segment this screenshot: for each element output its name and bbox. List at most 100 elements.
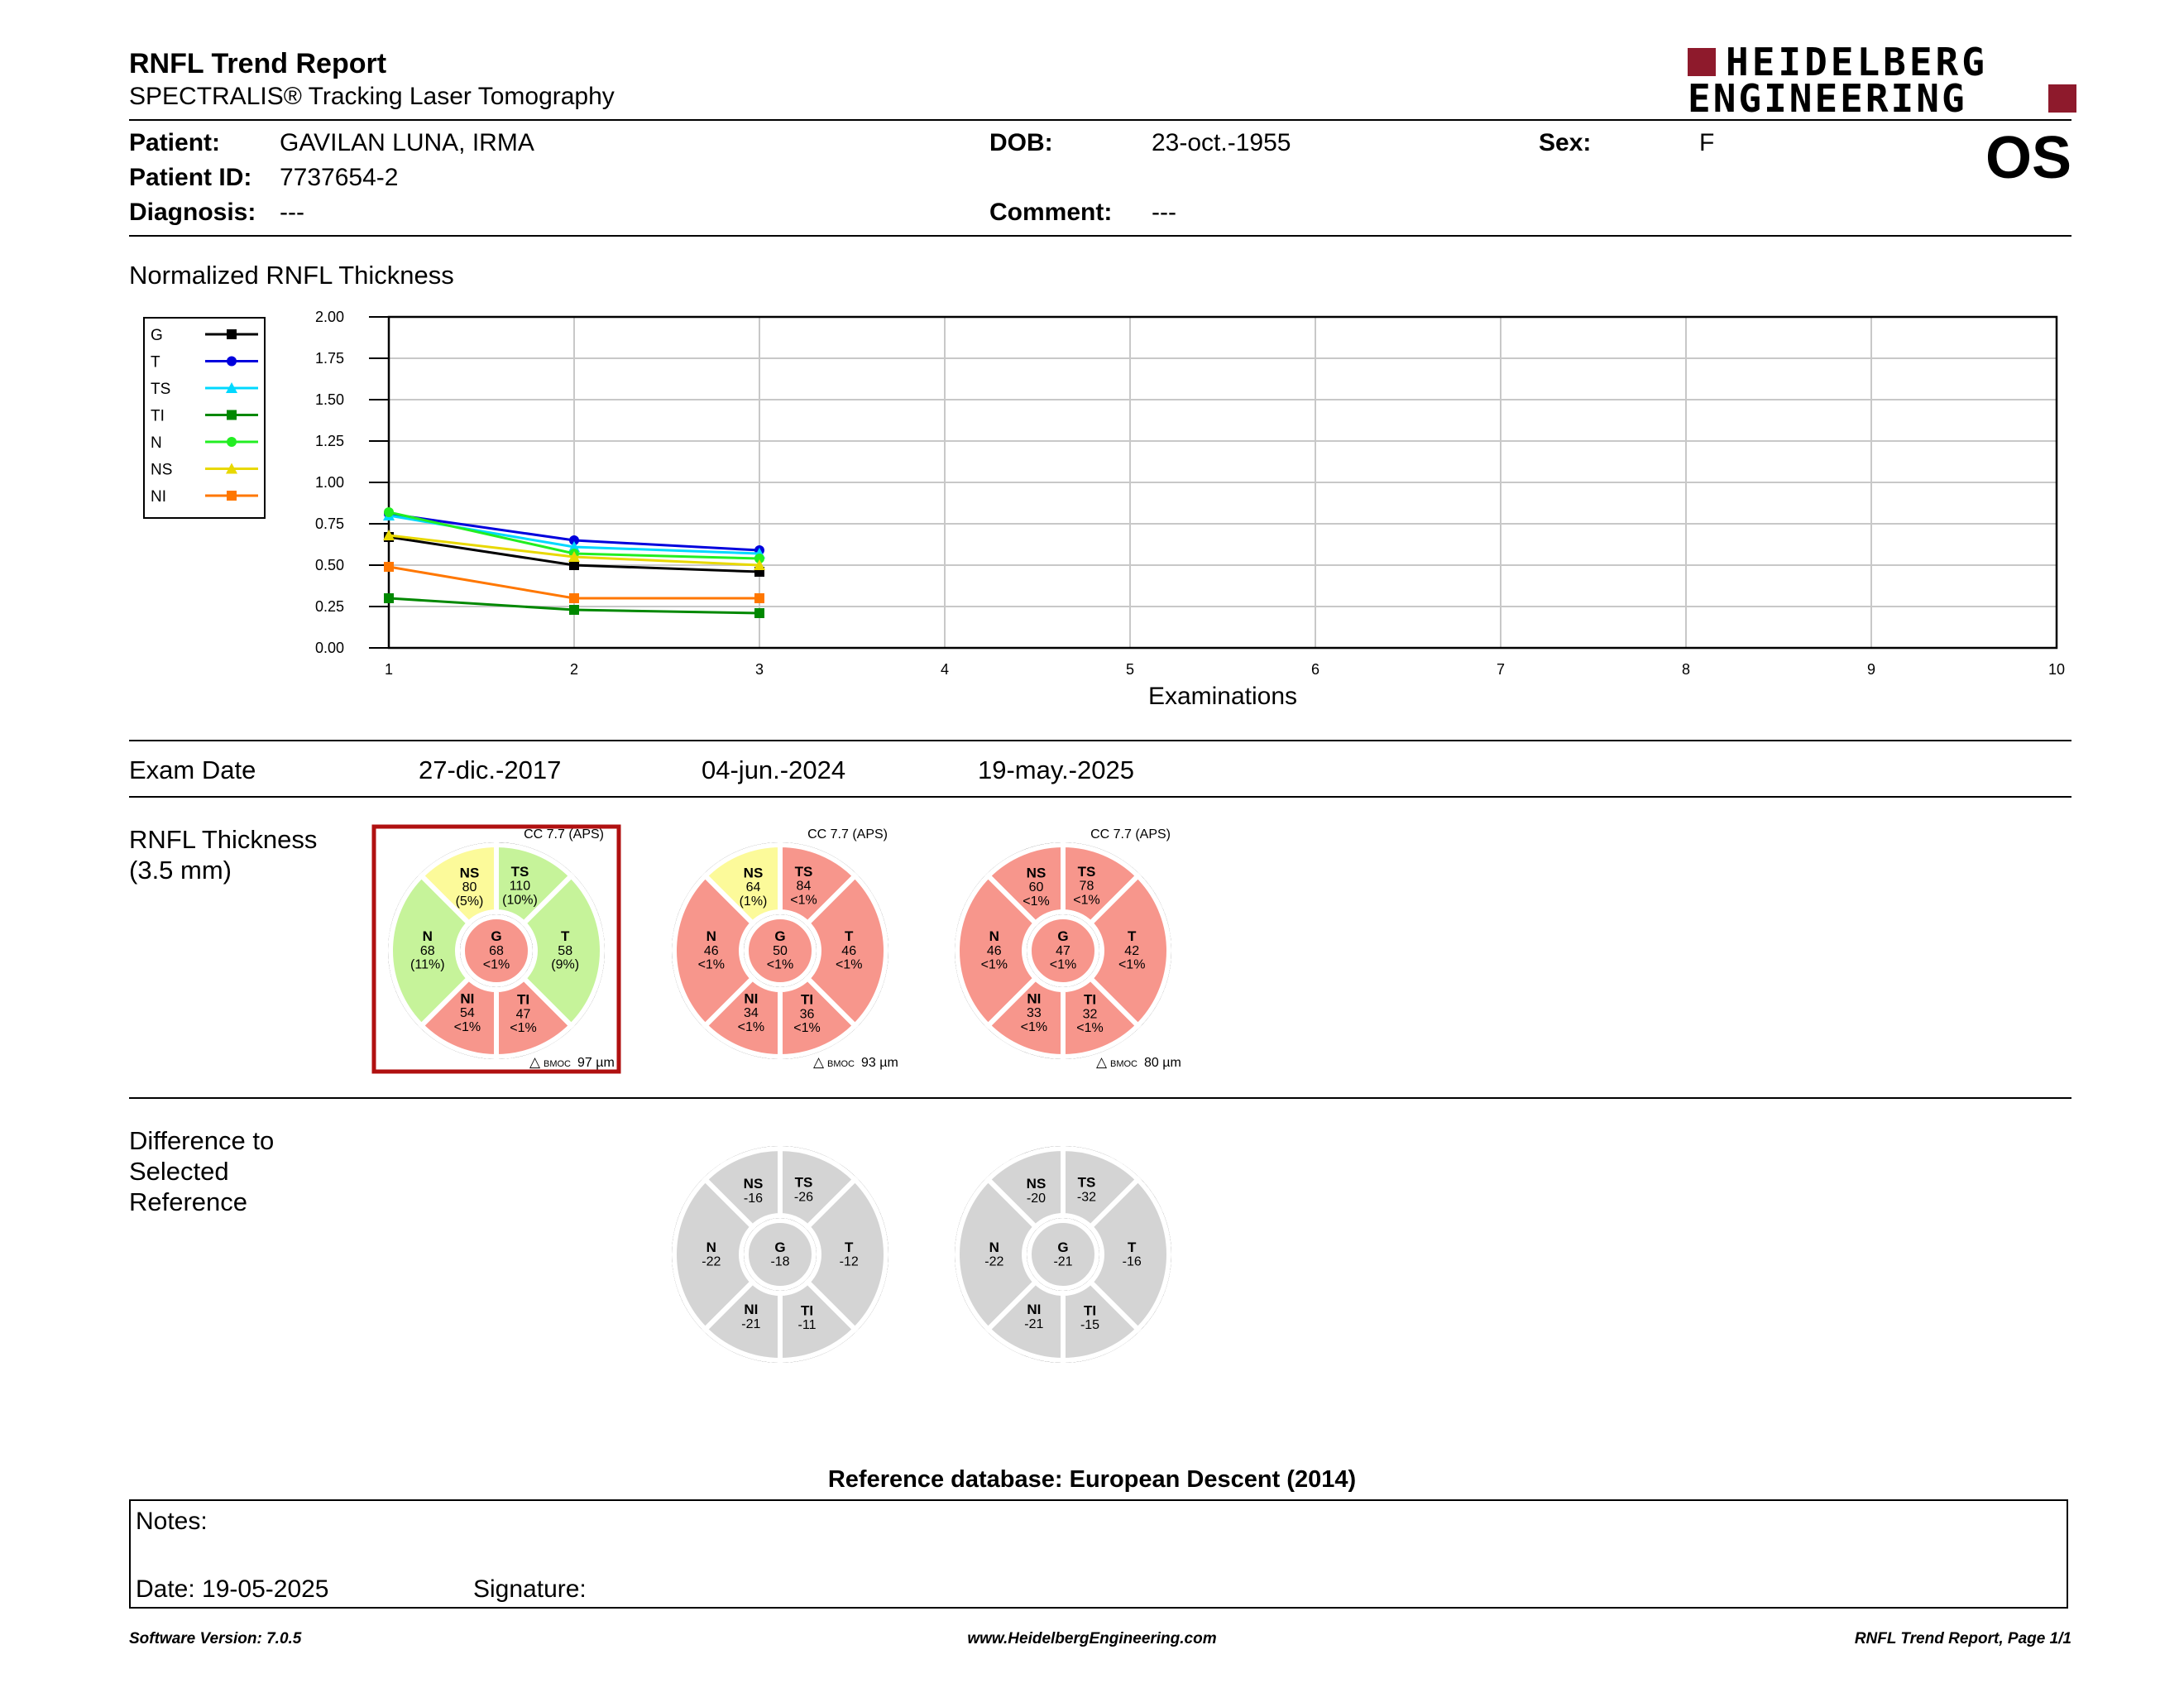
sector-value: -22 xyxy=(984,1255,1003,1269)
sector-value: (5%) xyxy=(456,894,484,909)
sector-label: NI xyxy=(744,990,758,1006)
x-tick-label: 1 xyxy=(385,661,393,678)
sector-value: 46 xyxy=(987,944,1002,958)
x-tick-label: 9 xyxy=(1867,661,1875,678)
sector-value: <1% xyxy=(483,958,510,972)
comment-label: Comment: xyxy=(989,199,1113,226)
legend-item: NI xyxy=(151,488,258,506)
sex-value: F xyxy=(1699,129,1715,156)
sector-label: TI xyxy=(517,992,529,1008)
sector-value: <1% xyxy=(510,1021,536,1035)
sector-value: 33 xyxy=(1027,1006,1042,1020)
sector-value: <1% xyxy=(836,958,862,972)
comment-value: --- xyxy=(1152,199,1176,226)
diagnosis-value: --- xyxy=(280,199,304,226)
bmo-value: 80 µm xyxy=(1144,1056,1181,1070)
legend xyxy=(143,317,266,519)
footer-website[interactable]: www.HeidelbergEngineering.com xyxy=(967,1630,1217,1647)
sector-value: 42 xyxy=(1124,944,1139,958)
sector-n xyxy=(388,872,473,1029)
sector-value: 47 xyxy=(516,1007,531,1021)
bmo-value: 97 µm xyxy=(577,1056,615,1070)
sector-label: NS xyxy=(460,865,480,880)
sector-label: TS xyxy=(511,864,529,880)
sector-value: 68 xyxy=(489,944,504,958)
notes-label: Notes: xyxy=(136,1508,208,1535)
patient-id-label: Patient ID: xyxy=(129,164,252,191)
sector-value: <1% xyxy=(454,1020,481,1034)
sector-value: -21 xyxy=(1053,1255,1072,1269)
y-tick-label: 1.75 xyxy=(315,350,344,367)
sector-value: <1% xyxy=(793,1021,820,1035)
sector-label: NI xyxy=(1027,1302,1041,1317)
sector-t xyxy=(1086,1176,1171,1333)
sector-label: NS xyxy=(1027,865,1046,880)
sector-value: 50 xyxy=(773,944,788,958)
sector-value: -22 xyxy=(702,1255,721,1269)
sector-value: <1% xyxy=(1076,1021,1103,1035)
data-point xyxy=(568,551,580,562)
sector-g xyxy=(1027,1218,1099,1291)
sector-value: 84 xyxy=(797,880,812,894)
sector-value: -32 xyxy=(1077,1190,1096,1204)
sector-value: 58 xyxy=(558,944,572,958)
sector-t xyxy=(803,1176,888,1333)
sector-label: G xyxy=(1057,928,1068,944)
y-tick-label: 1.50 xyxy=(315,391,344,408)
sector-t xyxy=(803,872,888,1029)
data-point xyxy=(754,559,765,570)
sector-label: G xyxy=(774,928,785,944)
x-tick-label: 6 xyxy=(1311,661,1320,678)
sector-value: <1% xyxy=(1073,893,1099,907)
x-axis-label: Examinations xyxy=(1148,683,1297,710)
x-tick-label: 8 xyxy=(1682,661,1690,678)
selected-reference-frame xyxy=(371,824,621,1074)
legend-marker xyxy=(226,382,237,393)
y-tick-label: 2.00 xyxy=(315,309,344,325)
patient-divider xyxy=(129,235,2071,237)
exam-date-2: 04-jun.-2024 xyxy=(702,755,846,784)
sector-label: T xyxy=(561,928,570,944)
report-subtitle: SPECTRALIS® Tracking Laser Tomography xyxy=(129,83,615,110)
legend-item: G xyxy=(151,327,258,344)
x-tick-label: 4 xyxy=(941,661,949,678)
thickness-chart-2: TS84<1%NS64(1%)N46<1%NI34<1%TI36<1%T46<1… xyxy=(672,827,898,1070)
cc-label: CC 7.7 (APS) xyxy=(524,827,604,842)
data-point xyxy=(569,593,579,603)
dob-value: 23-oct.-1955 xyxy=(1152,129,1291,156)
sector-label: N xyxy=(989,1240,999,1255)
sector-label: N xyxy=(423,928,433,944)
sector-g xyxy=(744,914,817,987)
sector-label: TS xyxy=(1078,1175,1096,1191)
sector-value: 47 xyxy=(1056,944,1070,958)
footer-page: RNFL Trend Report, Page 1/1 xyxy=(1854,1630,2071,1647)
report-title: RNFL Trend Report xyxy=(129,48,387,79)
dob-label: DOB: xyxy=(989,129,1053,156)
sector-value: (1%) xyxy=(740,894,768,909)
sector-g xyxy=(744,1218,817,1291)
exam-date-3: 19-may.-2025 xyxy=(978,755,1134,784)
thickness-chart-3: TS78<1%NS60<1%N46<1%NI33<1%TI32<1%T42<1%… xyxy=(955,827,1181,1070)
delta-icon: △ xyxy=(1096,1054,1108,1070)
dates-divider xyxy=(129,796,2071,798)
data-point xyxy=(568,541,580,552)
sector-label: N xyxy=(706,928,716,944)
x-tick-label: 7 xyxy=(1497,661,1505,678)
notes-box: Notes: Date: 19-05-2025 Signature: xyxy=(129,1499,2068,1609)
sector-t xyxy=(520,872,605,1029)
y-tick-label: 0.75 xyxy=(315,516,344,532)
sector-value: -11 xyxy=(798,1318,817,1332)
sector-label: T xyxy=(845,1240,854,1255)
sector-value: <1% xyxy=(1021,1020,1047,1034)
legend-marker xyxy=(227,437,237,447)
series-ti xyxy=(384,593,764,618)
legend-item: N xyxy=(151,434,258,452)
legend-label: NS xyxy=(151,462,172,479)
data-point xyxy=(383,530,395,540)
sector-value: <1% xyxy=(1023,894,1049,909)
sector-value: <1% xyxy=(738,1020,764,1034)
sector-label: TS xyxy=(795,864,813,880)
sector-value: 36 xyxy=(800,1007,815,1021)
sector-value: -21 xyxy=(1024,1317,1043,1331)
